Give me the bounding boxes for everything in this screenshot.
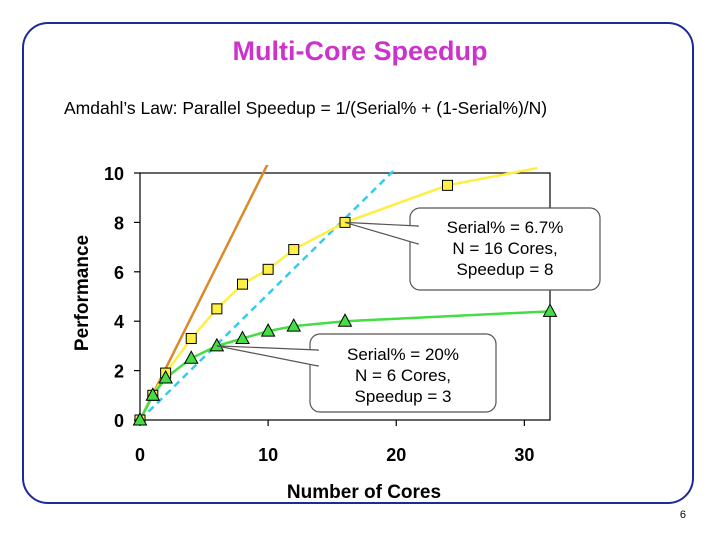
slide-subtitle: Amdahl’s Law: Parallel Speedup = 1/(Seri… [64, 98, 548, 118]
x-tick-label: 20 [386, 445, 406, 465]
callouts: Serial% = 6.7%N = 16 Cores,Speedup = 8Se… [216, 207, 601, 413]
callout-callout-6-7: Serial% = 6.7% N = 16 Cores, Speedup = 8 [344, 207, 601, 291]
triangle-marker [260, 323, 276, 337]
callout-text-line: N = 16 Cores, [452, 239, 557, 258]
axis-ticks: 0 2 4 6 8 10 0 10 20 30 [104, 164, 534, 465]
triangle-marker [132, 411, 148, 426]
square-marker [442, 179, 453, 191]
callout-text-line: Speedup = 3 [355, 387, 452, 406]
y-tick-label: 4 [114, 312, 124, 332]
callout-callout-20: Serial% = 20% N = 6 Cores, Speedup = 3 [216, 333, 497, 413]
triangle-marker [158, 369, 173, 384]
callout-box [309, 333, 497, 413]
y-tick-label: 8 [114, 213, 124, 233]
square-marker [288, 244, 300, 256]
page-number: 6 [679, 509, 686, 521]
x-tick-label: 30 [514, 445, 534, 465]
y-tick-label: 10 [104, 164, 124, 184]
callout-text-line: Speedup = 8 [457, 260, 554, 279]
triangle-marker [235, 330, 250, 344]
x-axis-label: Number of Cores [287, 482, 441, 503]
y-tick-label: 2 [114, 362, 124, 382]
slide-frame [22, 22, 694, 504]
square-marker [237, 278, 248, 290]
triangle-marker [286, 318, 302, 332]
series-markers [132, 179, 558, 426]
callout-text-line: Serial% = 6.7% [447, 218, 564, 237]
callout-text-line: N = 6 Cores, [355, 366, 451, 385]
square-marker [262, 263, 274, 275]
y-axis-label: Performance [72, 235, 93, 351]
x-tick-label: 10 [258, 445, 278, 465]
y-tick-label: 6 [114, 263, 124, 283]
y-tick-label: 0 [114, 411, 124, 431]
triangle-marker [183, 350, 199, 364]
x-tick-label: 0 [135, 445, 145, 465]
triangle-marker [209, 337, 225, 352]
square-marker [185, 332, 197, 344]
slide-title: Multi-Core Speedup [232, 36, 488, 66]
triangle-marker [542, 303, 558, 317]
triangle-marker [145, 387, 161, 401]
triangle-marker [337, 313, 353, 327]
series-line-serial-20 [140, 310, 551, 420]
callout-text-line: Serial% = 20% [347, 345, 459, 364]
callout-box [409, 207, 601, 291]
square-marker [211, 303, 223, 315]
